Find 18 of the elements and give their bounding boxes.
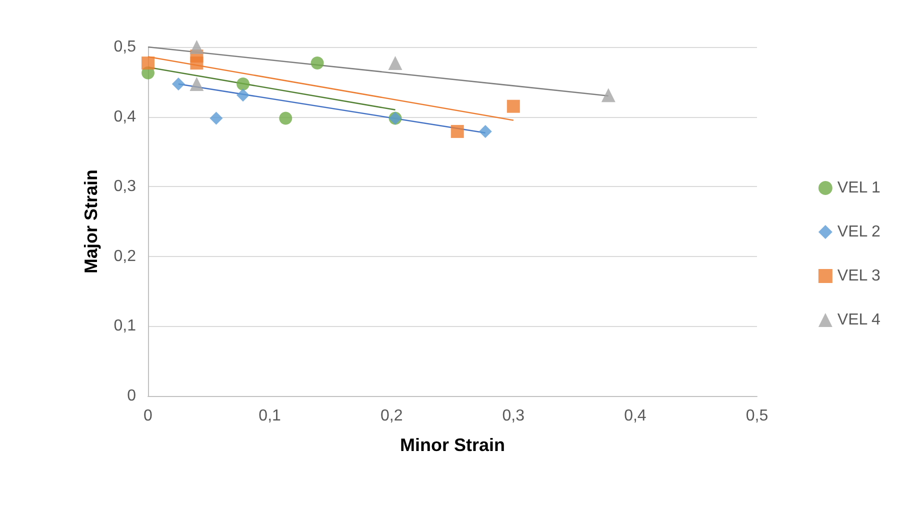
x-tick-label: 0,2 [380,408,403,424]
x-tick-label: 0 [144,408,153,424]
y-tick-label: 0,3 [114,178,136,196]
y-tick-label: 0,5 [114,38,136,56]
y-tick-label: 0 [127,388,136,404]
x-axis-title: Minor Strain [400,435,506,455]
y-tick-label: 0,4 [114,108,136,126]
legend-label: VEL 4 [837,312,881,328]
y-tick-label: 0,2 [114,248,136,265]
x-tick-label: 0,5 [746,408,768,424]
legend-label: VEL 3 [837,268,881,284]
x-tick-label: 0,1 [258,408,282,424]
x-tick-label: 0,4 [624,408,646,424]
y-axis-title: Major Strain [81,169,101,274]
legend-label: VEL 2 [837,224,881,240]
x-tick-label: 0,3 [502,408,525,424]
y-tick-label: 0,1 [114,318,136,335]
legend-label: VEL 1 [837,180,881,196]
